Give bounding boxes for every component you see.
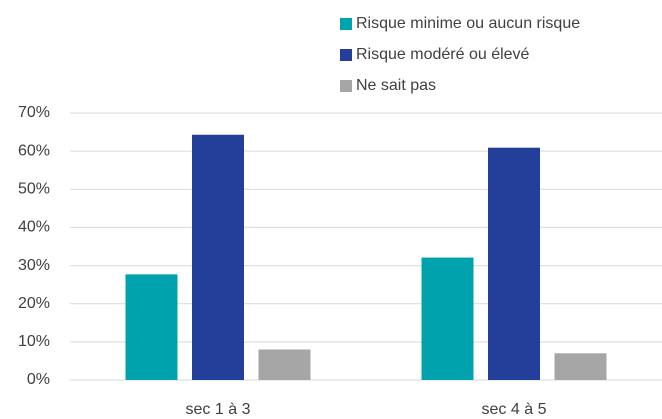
y-tick-label: 50% [18,181,50,198]
legend-swatch [340,80,352,92]
y-tick-label: 30% [18,257,50,274]
bar [192,134,244,380]
bar [554,353,607,380]
y-tick-label: 0% [27,371,50,388]
bar [125,274,178,380]
legend-label: Risque modéré ou élevé [356,46,530,63]
y-tick-label: 70% [18,104,50,121]
x-tick-label: sec 1 à 3 [186,401,251,418]
bar [258,349,311,380]
legend-label: Ne sait pas [356,77,436,94]
y-tick-label: 10% [18,333,50,350]
bar [488,147,540,380]
y-tick-label: 60% [18,142,50,159]
x-tick-label: sec 4 à 5 [482,401,547,418]
legend-swatch [340,18,352,30]
bar [421,257,474,380]
y-tick-label: 20% [18,295,50,312]
legend-swatch [340,49,352,61]
legend-label: Risque minime ou aucun risque [356,15,580,32]
y-tick-label: 40% [18,219,50,236]
